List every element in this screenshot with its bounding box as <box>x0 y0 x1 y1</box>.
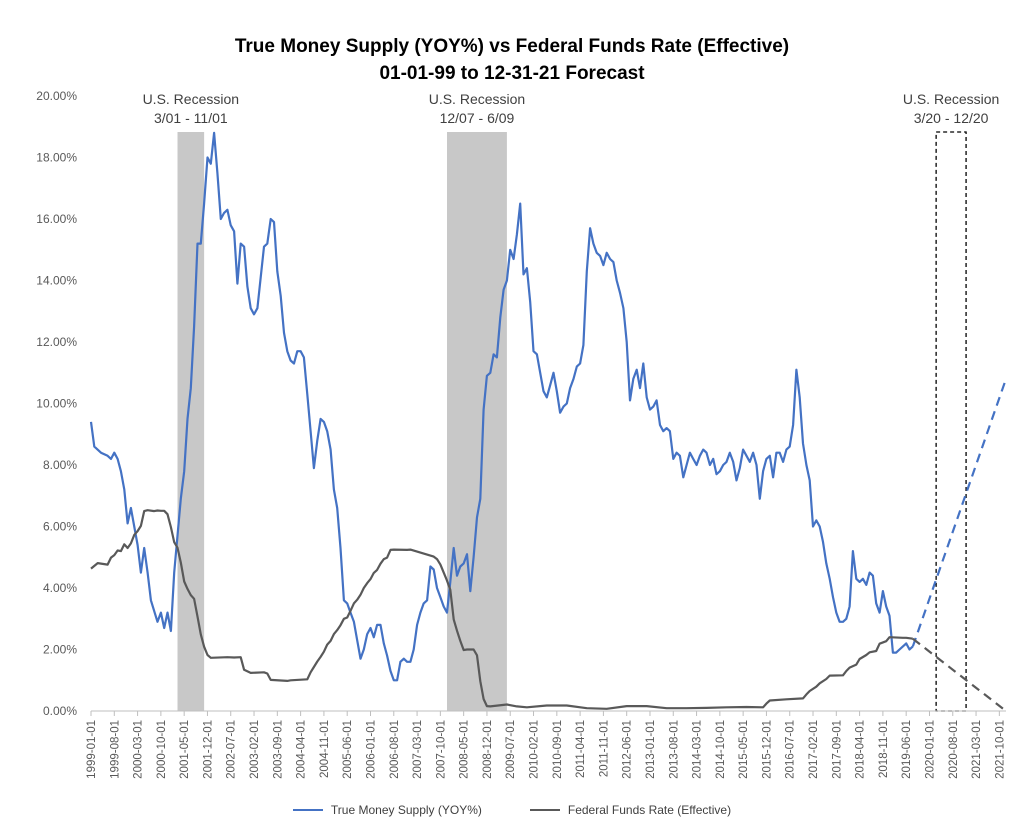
recession-label: U.S. Recession <box>429 91 525 107</box>
x-tick-label: 2010-02-01 <box>529 720 541 779</box>
x-tick-label: 1999-08-01 <box>109 720 121 779</box>
legend-swatch-money-supply <box>292 809 323 811</box>
y-tick-label: 20.00% <box>36 89 77 103</box>
x-tick-label: 2013-08-01 <box>668 720 680 779</box>
recession-label: U.S. Recession <box>903 91 999 107</box>
x-tick-label: 2014-03-01 <box>692 720 704 779</box>
x-tick-label: 2021-03-01 <box>971 720 983 779</box>
recession-label-layer: U.S. Recession 3/01 - 11/01 U.S. Recession… <box>143 91 1000 126</box>
x-tick-label: 2003-02-01 <box>249 720 261 779</box>
x-tick-label: 2020-01-01 <box>924 720 936 779</box>
legend-item-money-supply: True Money Supply (YOY%) <box>292 803 482 817</box>
fed-funds-line <box>90 509 913 710</box>
legend-label-fed-funds: Federal Funds Rate (Effective) <box>567 803 732 817</box>
x-tick-label: 2007-10-01 <box>435 720 447 779</box>
x-tick-label: 2010-09-01 <box>552 720 564 779</box>
x-tick-label: 2006-08-01 <box>389 720 401 779</box>
y-tick-label: 16.00% <box>36 212 77 226</box>
x-tick-label: 2019-06-01 <box>901 720 913 779</box>
x-tick-label: 2015-05-01 <box>738 720 750 779</box>
x-tick-label: 2001-12-01 <box>202 720 214 779</box>
x-tick-label: 2017-09-01 <box>831 720 843 779</box>
x-tick-label: 2002-07-01 <box>226 720 238 779</box>
x-tick-label: 2018-11-01 <box>878 720 890 778</box>
recession-label: U.S. Recession <box>143 91 239 107</box>
recession-dates: 3/20 - 12/20 <box>914 110 989 126</box>
chart-title: True Money Supply (YOY%) vs Federal Fund… <box>234 36 790 57</box>
y-tick-label: 4.00% <box>43 581 77 595</box>
money-supply-line <box>89 131 914 682</box>
series-layer <box>89 131 1008 712</box>
x-tick-label: 2003-09-01 <box>272 720 284 779</box>
x-tick-label: 2007-03-01 <box>412 720 424 779</box>
y-tick-label: 6.00% <box>43 520 77 534</box>
legend: True Money Supply (YOY%) Federal Funds R… <box>0 803 1024 817</box>
x-tick-label: 2020-08-01 <box>948 720 960 779</box>
x-tick-label: 2013-01-01 <box>645 720 657 779</box>
x-tick-label: 2005-06-01 <box>342 720 354 779</box>
money-supply-forecast <box>911 378 1008 647</box>
x-tick-label: 2018-04-01 <box>855 720 867 779</box>
y-tick-label: 12.00% <box>36 335 77 349</box>
recession-dates: 12/07 - 6/09 <box>440 110 515 126</box>
x-tick-label: 2001-05-01 <box>179 720 191 779</box>
legend-label-money-supply: True Money Supply (YOY%) <box>330 803 482 817</box>
x-tick-label: 2017-02-01 <box>808 720 820 779</box>
x-tick-label: 1999-01-01 <box>86 720 98 779</box>
x-tick-label: 2015-12-01 <box>761 720 773 779</box>
recession-box <box>935 131 967 712</box>
x-tick-label: 2004-11-01 <box>319 720 331 778</box>
y-tick-label: 0.00% <box>43 704 77 718</box>
x-tick-label: 2011-11-01 <box>598 720 610 777</box>
recession-band <box>177 132 205 711</box>
y-tick-label: 14.00% <box>36 274 77 288</box>
x-tick-label: 2021-10-01 <box>994 720 1006 779</box>
x-tick-label: 2014-10-01 <box>715 720 727 779</box>
y-tick-label: 18.00% <box>36 151 77 165</box>
chart-subtitle: 01-01-99 to 12-31-21 Forecast <box>379 63 645 84</box>
y-tick-label: 10.00% <box>36 397 77 411</box>
x-tick-label: 2009-07-01 <box>505 720 517 779</box>
recession-dates: 3/01 - 11/01 <box>154 110 228 126</box>
x-tick-label: 2000-03-01 <box>133 720 145 779</box>
recession-band <box>447 132 507 711</box>
y-tick-label: 2.00% <box>43 643 77 657</box>
x-tick-label: 2006-01-01 <box>365 720 377 779</box>
recession-layer <box>177 131 967 712</box>
axis-layer: 0.00% 2.00% 4.00% 6.00% 8.00% 10.00% 12.00% 14.… <box>36 89 1006 779</box>
legend-item-fed-funds: Federal Funds Rate (Effective) <box>529 803 732 817</box>
x-tick-label: 2011-04-01 <box>575 720 587 778</box>
x-tick-label: 2016-07-01 <box>785 720 797 779</box>
legend-swatch-fed-funds <box>529 809 560 811</box>
x-tick-label: 2004-04-01 <box>296 720 308 779</box>
fed-funds-forecast <box>912 637 1007 712</box>
x-tick-label: 2008-12-01 <box>482 720 494 779</box>
x-tick-label: 2008-05-01 <box>459 720 471 779</box>
x-tick-label: 2012-06-01 <box>622 720 634 779</box>
x-tick-label: 2000-10-01 <box>156 720 168 779</box>
y-tick-label: 8.00% <box>43 458 77 472</box>
